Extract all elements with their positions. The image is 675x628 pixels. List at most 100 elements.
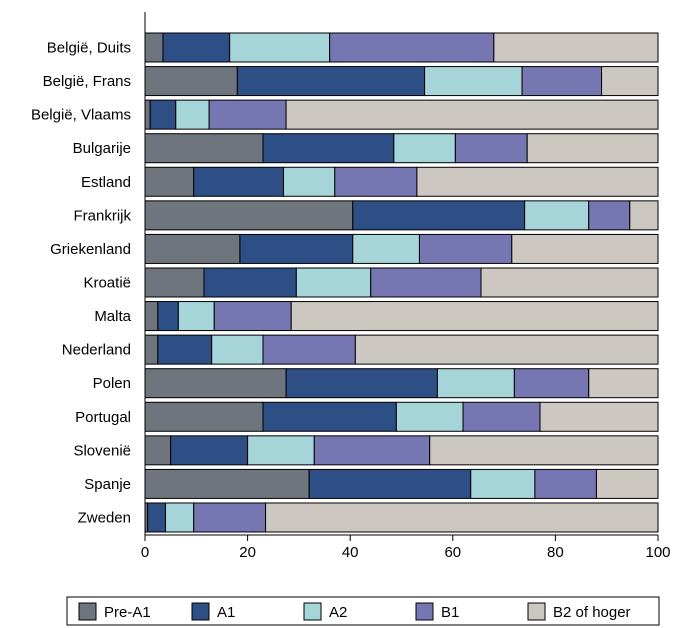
bar-segment [424, 66, 523, 97]
legend-label: A1 [217, 604, 235, 621]
bar-segment [262, 334, 356, 365]
bar-segment [213, 301, 292, 332]
bar-segment [211, 334, 264, 365]
bar-segment [283, 166, 336, 197]
bar-segment [462, 401, 541, 432]
bar-segment [480, 267, 659, 298]
bar-segment [334, 166, 418, 197]
bar-segment [513, 368, 590, 399]
bar-segment [601, 66, 659, 97]
bar-segment [539, 401, 659, 432]
bars-group [144, 32, 659, 533]
bar-segment [416, 166, 659, 197]
legend-swatch [303, 602, 322, 621]
legend-swatch [78, 602, 97, 621]
category-label: Polen [93, 375, 131, 392]
bar-segment [177, 301, 215, 332]
bar-segment [175, 99, 210, 130]
category-label: Kroatië [83, 274, 131, 291]
bar-segment [313, 435, 431, 466]
x-tick-label: 100 [645, 544, 670, 561]
category-label: België, Duits [47, 40, 131, 57]
category-label: Spanje [84, 476, 131, 493]
legend-label: B2 of hoger [553, 604, 631, 621]
bar-segment [144, 401, 264, 432]
bar-segment [290, 301, 659, 332]
bar-segment [493, 32, 659, 63]
bar-segment [144, 301, 159, 332]
bar-segment [370, 267, 482, 298]
bar-segment [526, 133, 659, 164]
x-tick-label: 60 [444, 544, 461, 561]
legend-label: A2 [329, 604, 347, 621]
bar-segment [595, 468, 659, 499]
bar-segment [262, 133, 395, 164]
category-label: Malta [94, 308, 131, 325]
bar-segment [193, 502, 267, 533]
bar-segment [629, 200, 659, 231]
bar-segment [144, 99, 151, 130]
bar-segment [147, 502, 167, 533]
bar-segment [193, 166, 285, 197]
bar-segment [208, 99, 287, 130]
category-label: Portugal [75, 409, 131, 426]
bar-segment [470, 468, 536, 499]
bar-segment [144, 368, 287, 399]
bar-segment [521, 66, 603, 97]
bar-segment [170, 435, 249, 466]
x-tick-label: 0 [141, 544, 149, 561]
bar-segment [395, 401, 464, 432]
bar-segment [534, 468, 597, 499]
bar-segment [162, 32, 231, 63]
bar-segment [229, 32, 331, 63]
category-label: Griekenland [50, 241, 131, 258]
legend-box [66, 596, 660, 626]
bar-segment [144, 200, 354, 231]
bar-segment [236, 66, 426, 97]
axes [144, 12, 658, 536]
bar-segment [144, 334, 159, 365]
category-label: Nederland [62, 342, 131, 359]
bar-segment [329, 32, 495, 63]
bar-segment [354, 334, 659, 365]
bar-segment [511, 233, 659, 264]
x-tick-label: 80 [547, 544, 564, 561]
bar-segment [436, 368, 515, 399]
bar-segment [454, 133, 528, 164]
bar-segment [144, 133, 264, 164]
bar-segment [144, 32, 164, 63]
bar-segment [144, 468, 310, 499]
legend-label: B1 [441, 604, 459, 621]
legend-label: Pre-A1 [104, 604, 151, 621]
bar-segment [247, 435, 315, 466]
legend-swatch [527, 602, 546, 621]
x-tick-label: 20 [239, 544, 256, 561]
bar-segment [144, 267, 205, 298]
bar-segment [588, 200, 631, 231]
bar-segment [203, 267, 297, 298]
bar-segment [265, 502, 659, 533]
bar-segment [285, 99, 659, 130]
bar-segment [285, 368, 438, 399]
bar-segment [418, 233, 513, 264]
category-label: Bulgarije [73, 140, 131, 157]
bar-segment [144, 66, 238, 97]
bar-segment [295, 267, 372, 298]
category-label: Slovenië [73, 442, 131, 459]
bar-segment [149, 99, 177, 130]
bar-segment [157, 334, 213, 365]
category-label: België, Vlaams [31, 107, 131, 124]
bar-segment [308, 468, 472, 499]
bar-segment [157, 301, 179, 332]
bar-segment [144, 435, 172, 466]
category-label: Estland [81, 174, 131, 191]
category-label: Frankrijk [73, 207, 131, 224]
legend: Pre-A1 A1 A2 B1 B2 of hoger [66, 596, 660, 626]
bar-segment [352, 200, 526, 231]
category-labels: België, Duits België, Frans België, Vlaams… [31, 40, 132, 527]
bar-segment [393, 133, 456, 164]
x-axis-ticks: 0 20 40 60 80 100 [141, 535, 671, 561]
bar-segment [144, 166, 195, 197]
bar-segment [352, 233, 420, 264]
